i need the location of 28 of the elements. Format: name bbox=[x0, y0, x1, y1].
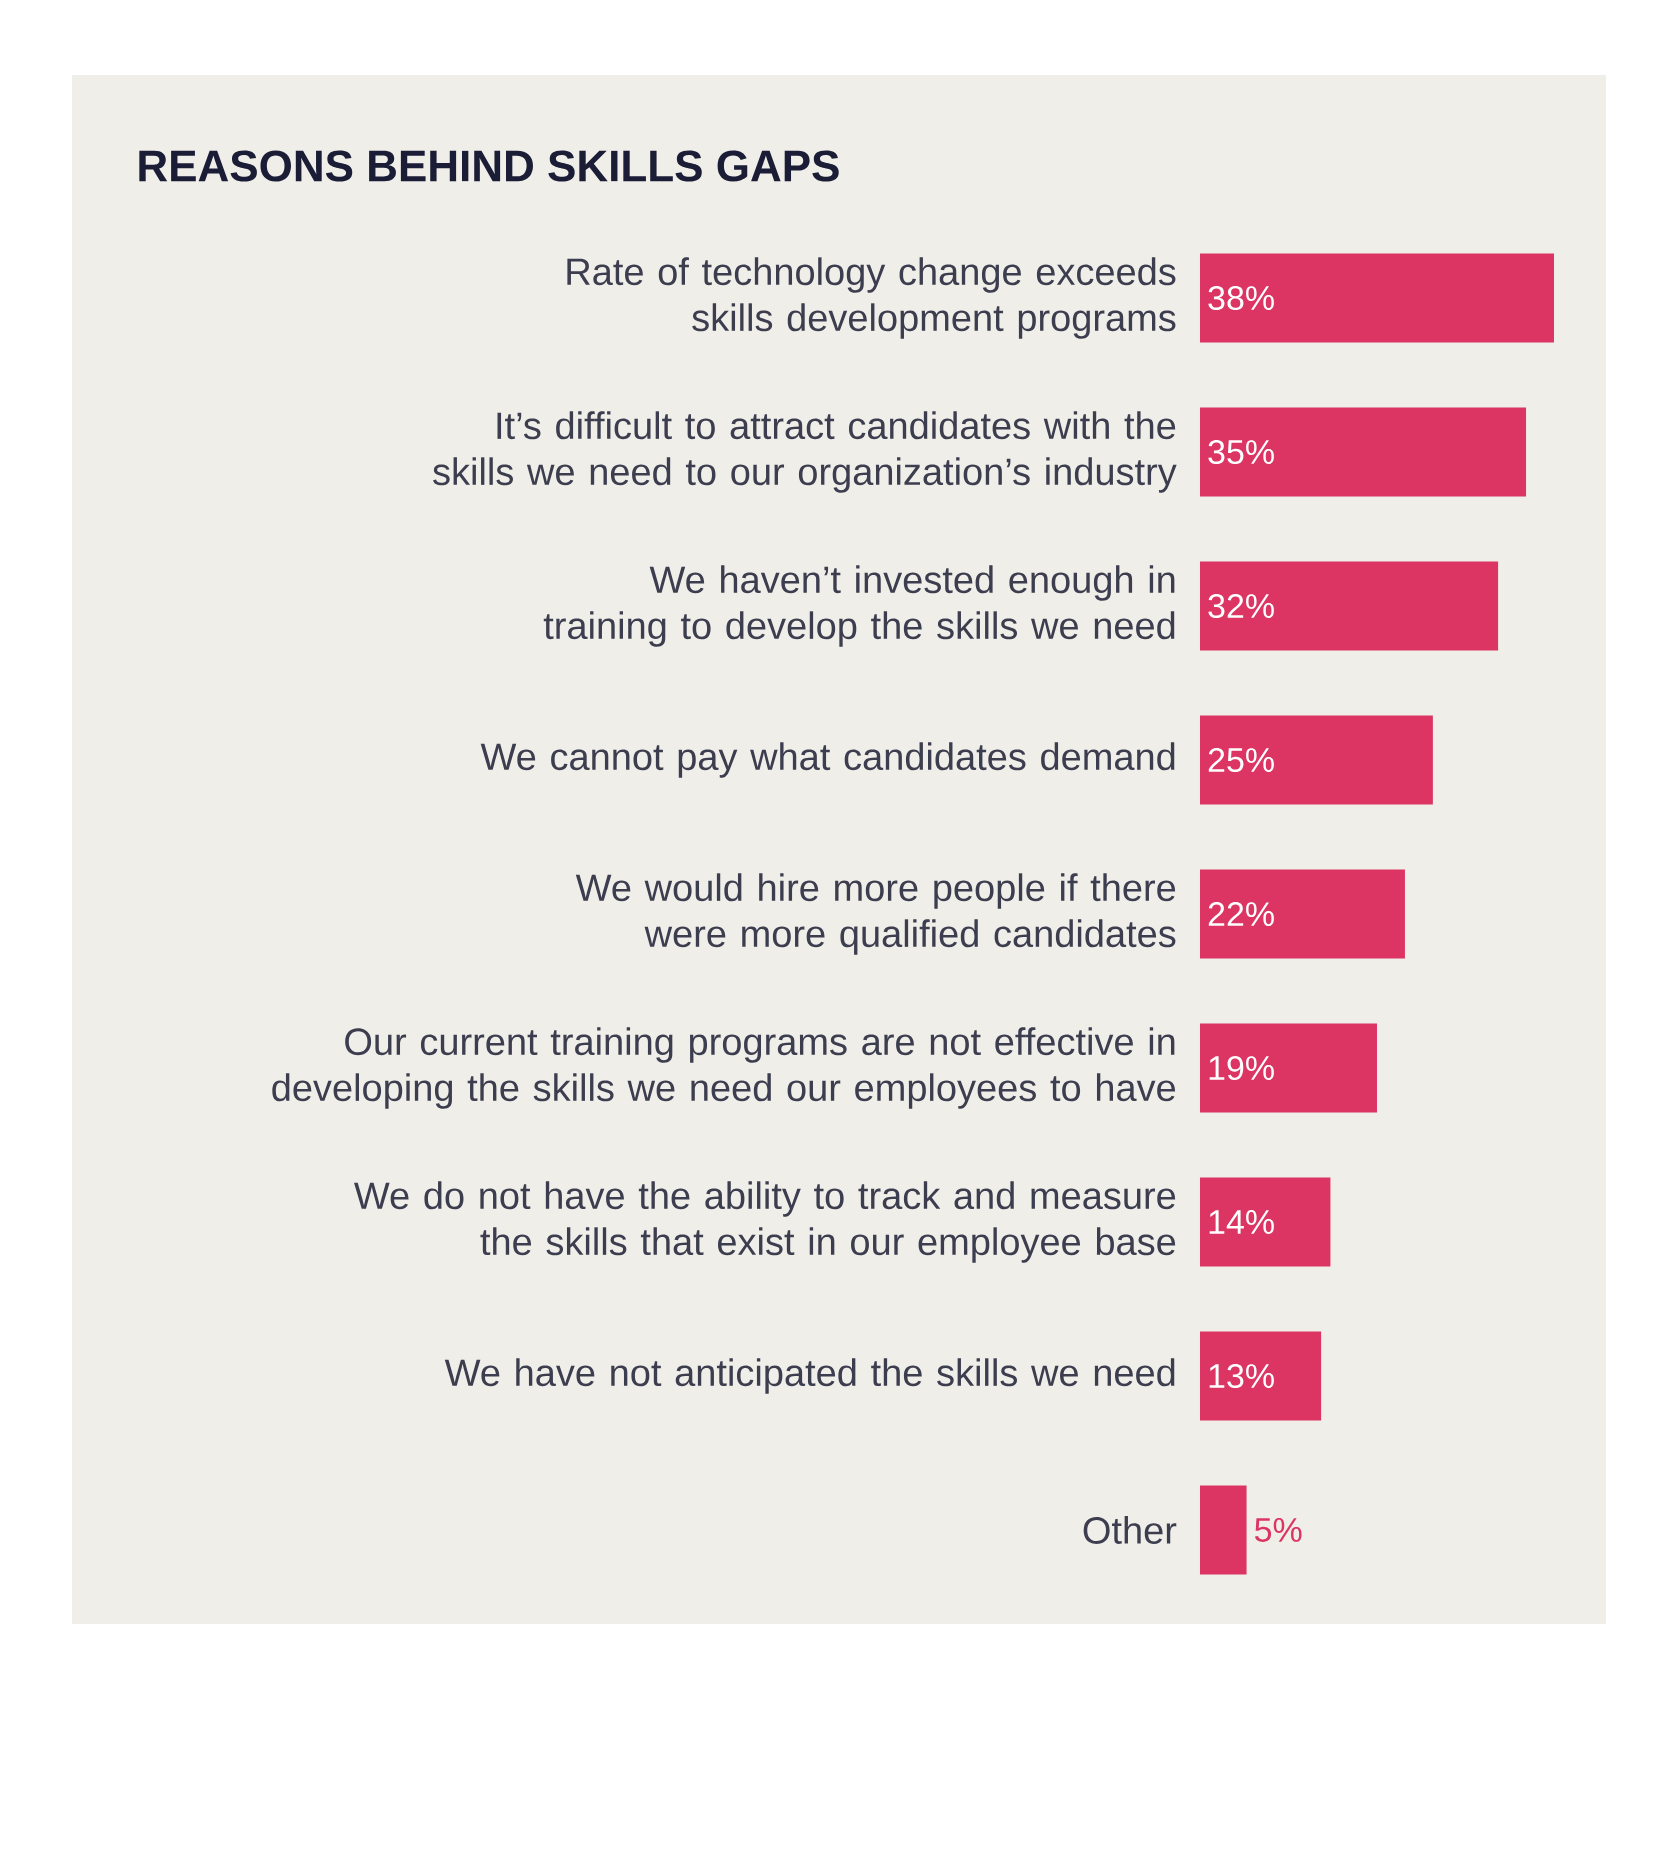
data-label: 38% bbox=[1208, 285, 1274, 311]
data-label: 14% bbox=[1209, 1210, 1274, 1234]
y-tick-label: We do not have the ability to track and measure the skills that exist in our employee base bbox=[354, 1181, 1176, 1263]
data-label: 13% bbox=[1209, 1363, 1274, 1389]
data-label: 25% bbox=[1208, 747, 1274, 773]
bar bbox=[1199, 1331, 1322, 1421]
bar bbox=[1199, 715, 1433, 805]
bar bbox=[1199, 1177, 1331, 1267]
text: REASONS BEHIND SKILLS GAPS bbox=[139, 150, 839, 182]
y-tick-label: We haven’t invested enough in training to develop the skills we need bbox=[543, 565, 1175, 647]
bar bbox=[1199, 1023, 1377, 1113]
data-label: 35% bbox=[1208, 439, 1274, 465]
y-tick-label: We have not anticipated the skills we need bbox=[444, 1358, 1175, 1394]
data-label: 32% bbox=[1208, 593, 1274, 619]
bar bbox=[1199, 253, 1554, 343]
data-label: 5% bbox=[1254, 1518, 1302, 1542]
y-tick-label: We cannot pay what candidates demand bbox=[480, 742, 1175, 778]
data-label: 22% bbox=[1208, 902, 1274, 926]
y-tick-label: Our current training programs are not effective in developing the skills we need our employees to have bbox=[272, 1027, 1176, 1109]
bar bbox=[1199, 407, 1527, 497]
y-tick-label: We would hire more people if there were more qualified candidates bbox=[575, 873, 1176, 955]
bar bbox=[1199, 869, 1405, 959]
bar bbox=[1199, 561, 1499, 651]
y-tick-label: Other bbox=[1083, 1516, 1177, 1544]
y-tick-label: Rate of technology change exceeds skills development programs bbox=[567, 257, 1176, 339]
y-tick-label: It’s difficult to attract candidates with the skills we need to our organization’s industry bbox=[433, 411, 1177, 493]
bar bbox=[1199, 1485, 1247, 1575]
data-label: 19% bbox=[1209, 1055, 1274, 1081]
